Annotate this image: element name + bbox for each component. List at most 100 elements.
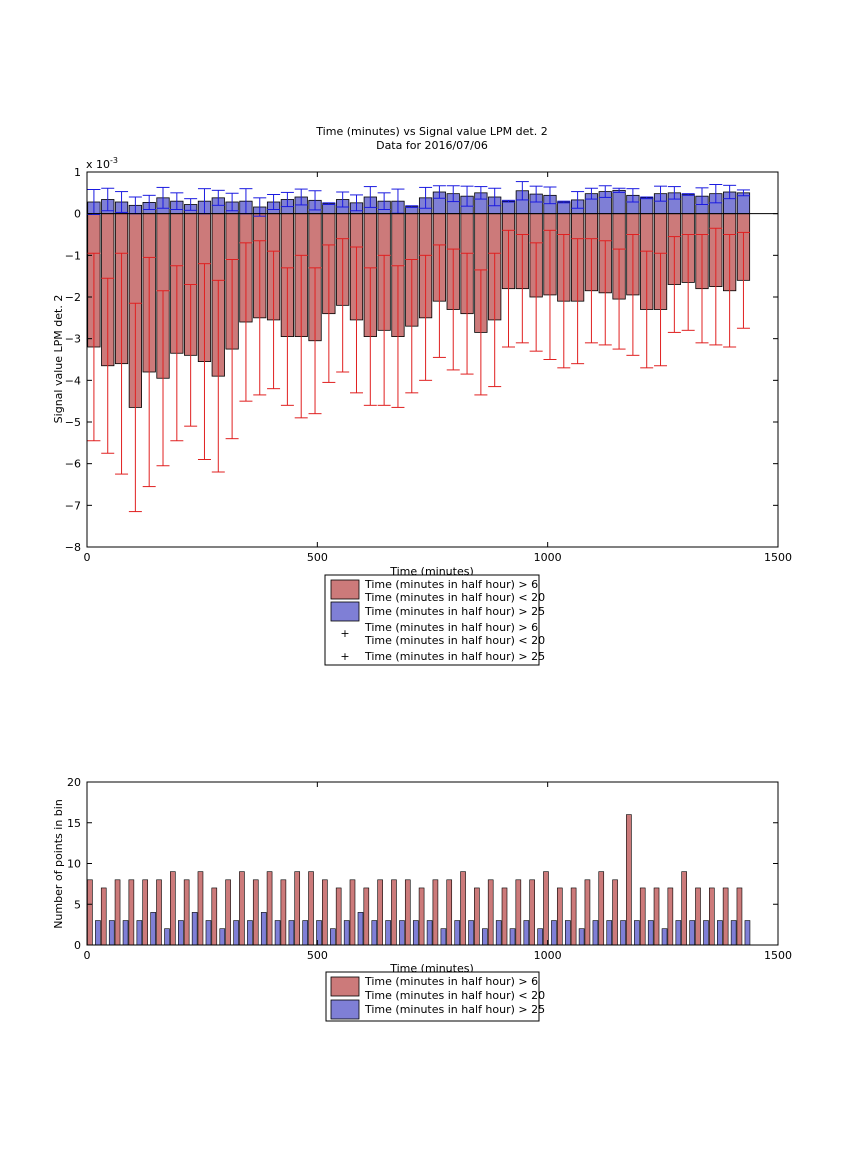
bar-blue xyxy=(509,928,516,946)
bar-blue xyxy=(108,920,115,946)
bar-red xyxy=(584,879,591,946)
chart-1-exponent: x 10-3 xyxy=(86,156,118,171)
bar-blue xyxy=(468,920,474,946)
bar-red xyxy=(543,871,549,946)
bar-blue xyxy=(551,920,557,946)
bar-blue xyxy=(592,920,599,946)
bar-red xyxy=(681,871,687,946)
x-tick-label: 0 xyxy=(84,949,91,962)
bar-blue xyxy=(205,920,212,946)
bar-red xyxy=(156,879,162,946)
chart-2-axes: 0 500 1000 1500 20 15 10 5 0 xyxy=(67,776,792,962)
bar-red xyxy=(308,871,314,946)
x-tick-label: 1000 xyxy=(534,551,562,564)
bar-red xyxy=(695,887,701,946)
y-tick-label: −3 xyxy=(65,333,81,346)
bar-red xyxy=(197,871,204,946)
bar-blue xyxy=(717,920,723,946)
bar-blue xyxy=(557,201,571,215)
bar-red xyxy=(653,887,660,946)
legend-label: Time (minutes in half hour) < 20 xyxy=(364,989,545,1002)
bar-red xyxy=(183,879,190,946)
bar-blue xyxy=(647,920,654,946)
bar-blue xyxy=(122,920,129,946)
bar-blue xyxy=(454,920,461,946)
bar-red xyxy=(170,871,176,946)
chart-1-bars xyxy=(87,181,778,513)
bar-red xyxy=(736,887,743,946)
bar-red xyxy=(100,887,107,946)
bar-blue xyxy=(233,920,239,946)
bar-red xyxy=(487,879,494,946)
bar-blue xyxy=(357,912,364,946)
bar-blue xyxy=(703,920,709,946)
bar-blue xyxy=(612,189,626,215)
bar-blue xyxy=(440,928,447,946)
chart-2-bars xyxy=(87,814,751,946)
bar-red xyxy=(252,879,259,946)
bar-red xyxy=(128,879,135,946)
legend-label: Time (minutes in half hour) < 20 xyxy=(364,591,545,604)
bar-red xyxy=(142,879,148,946)
bar-blue xyxy=(136,920,143,946)
x-tick-label: 1500 xyxy=(764,551,792,564)
y-tick-label: 0 xyxy=(74,939,81,952)
y-tick-label: 20 xyxy=(67,776,81,789)
legend-label: Time (minutes in half hour) > 25 xyxy=(364,650,545,663)
legend-label: Time (minutes in half hour) < 20 xyxy=(364,634,545,647)
bar-red xyxy=(114,879,121,946)
bar-red xyxy=(570,887,577,946)
bar-blue xyxy=(661,928,668,946)
y-tick-label: −5 xyxy=(65,416,81,429)
legend-swatch-blue xyxy=(330,601,360,622)
bar-red xyxy=(556,887,563,946)
bar-red xyxy=(515,879,522,946)
bar-red xyxy=(322,879,328,946)
plot-frame xyxy=(86,781,779,946)
bar-red xyxy=(266,871,273,946)
x-tick-label: 500 xyxy=(307,949,328,962)
bar-red xyxy=(598,871,605,946)
y-tick-label: 1 xyxy=(74,166,81,179)
bar-blue xyxy=(640,197,654,215)
bar-blue xyxy=(689,920,695,946)
bar-red xyxy=(639,887,646,946)
chart-1-title: Time (minutes) vs Signal value LPM det. … xyxy=(315,125,547,138)
bar-blue xyxy=(501,200,516,215)
bar-blue xyxy=(95,920,101,946)
bar-red xyxy=(418,887,425,946)
bar-red xyxy=(460,871,466,946)
bar-red xyxy=(239,871,245,946)
bar-blue xyxy=(260,912,267,946)
bar-red xyxy=(501,887,508,946)
bar-blue xyxy=(495,920,502,946)
bar-red xyxy=(667,887,674,946)
chart-1-axes: 0 500 1000 1500 1 0 −1 −2 −3 −4 −5 −6 −7 −8 xyxy=(65,166,792,564)
legend-marker-blue: + xyxy=(340,650,349,663)
bar-red xyxy=(349,879,356,946)
chart-2-legend: Time (minutes in half hour) > 6 Time (mi… xyxy=(325,971,545,1022)
bar-red xyxy=(709,887,715,946)
bar-blue xyxy=(606,920,613,946)
legend-swatch-blue xyxy=(330,999,360,1020)
bar-blue xyxy=(385,920,391,946)
exponent-power: -3 xyxy=(110,156,118,165)
legend-box xyxy=(324,574,540,666)
bar-blue xyxy=(482,928,488,946)
legend-label: Time (minutes in half hour) > 6 xyxy=(364,621,538,634)
bar-red xyxy=(280,879,287,946)
bar-blue xyxy=(537,928,543,946)
x-tick-label: 1500 xyxy=(764,949,792,962)
bar-blue xyxy=(274,920,281,946)
bar-blue xyxy=(164,928,170,946)
legend-label: Time (minutes in half hour) > 25 xyxy=(364,605,545,618)
bar-red xyxy=(446,879,453,946)
bar-blue xyxy=(330,928,336,946)
bar-red xyxy=(404,879,411,946)
bar-red xyxy=(225,879,231,946)
x-tick-label: 0 xyxy=(84,551,91,564)
bar-blue xyxy=(523,920,530,946)
bar-blue xyxy=(681,194,695,215)
y-tick-label: −8 xyxy=(65,541,81,554)
bar-red xyxy=(335,887,342,946)
